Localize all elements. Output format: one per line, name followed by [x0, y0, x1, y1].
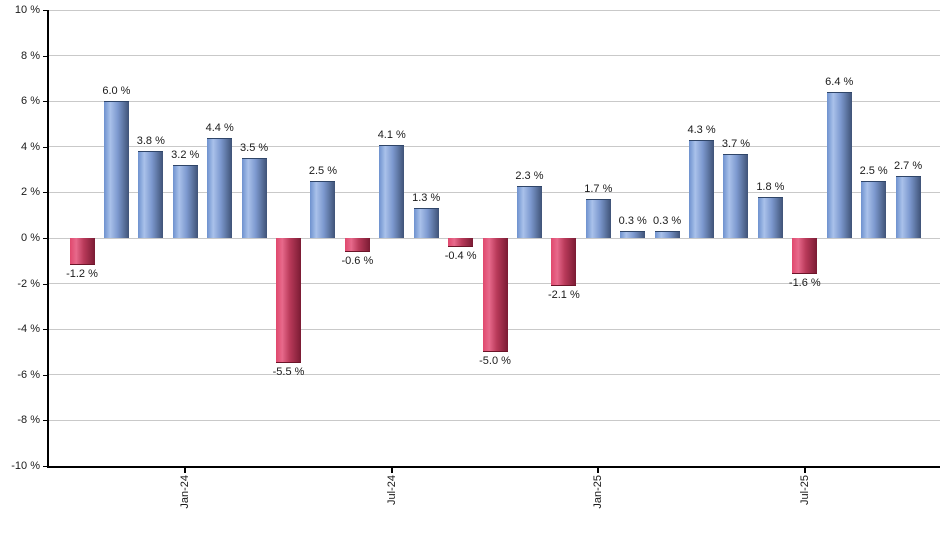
bar-positive [826, 92, 852, 238]
bar-value-label: -5.0 % [479, 355, 511, 367]
bar-value-label: 2.5 % [859, 165, 888, 177]
bar-value-label: -1.6 % [788, 277, 821, 290]
bar-value-label: 3.5 % [240, 142, 269, 155]
gridline [49, 419, 940, 421]
y-tick-label: 8 % [21, 49, 40, 62]
y-axis-tick [43, 10, 49, 11]
bar-value-label: 4.3 % [687, 123, 716, 136]
bar-negative [448, 238, 474, 248]
y-tick-label: -4 % [17, 323, 40, 336]
y-axis-tick [43, 146, 49, 148]
x-axis-tick [597, 466, 600, 473]
bar-negative [344, 238, 370, 252]
bar-negative [792, 238, 818, 275]
bar-positive [861, 181, 887, 238]
y-axis-tick [43, 329, 49, 331]
bar-value-label: -2.1 % [547, 288, 580, 301]
bar-positive [138, 151, 164, 238]
bar-value-label: -0.4 % [444, 250, 477, 263]
bar-positive [310, 181, 336, 238]
bar-value-label: 1.8 % [756, 180, 785, 193]
bar-negative [482, 238, 508, 352]
x-axis-tick [803, 466, 806, 473]
y-axis-tick [43, 420, 49, 422]
bar-positive [207, 137, 233, 238]
bar-positive [895, 176, 921, 238]
bar-value-label: 2.5 % [308, 165, 337, 177]
y-tick-label: 10 % [14, 4, 40, 16]
y-tick-label: 2 % [21, 186, 40, 199]
bar-value-label: 4.1 % [377, 128, 406, 141]
y-tick-label: -2 % [17, 277, 40, 290]
bar-value-label: -0.6 % [341, 254, 374, 267]
bar-positive [103, 101, 129, 238]
bar-value-label: -5.5 % [272, 366, 305, 379]
gridline [49, 55, 940, 57]
bar-value-label: 0.3 % [653, 215, 682, 228]
gridline [49, 146, 940, 148]
bar-positive [620, 231, 646, 238]
bar-positive [723, 153, 749, 238]
bar-positive [241, 158, 267, 238]
y-axis-tick [43, 374, 49, 376]
y-axis-tick [43, 192, 49, 194]
bar-positive [379, 144, 405, 238]
bar-value-label: 1.3 % [412, 192, 441, 205]
bar-value-label: 0.3 % [618, 215, 647, 228]
y-tick-label: 4 % [21, 140, 40, 153]
bar-negative [551, 238, 577, 286]
bar-value-label: 2.7 % [894, 160, 923, 173]
bar-positive [585, 199, 611, 238]
bar-value-label: 4.4 % [205, 121, 234, 134]
x-tick-label: Jul-25 [798, 475, 811, 505]
bar-value-label: 6.0 % [102, 85, 131, 98]
bar-positive [172, 165, 198, 238]
bar-value-label: 3.8 % [136, 135, 165, 148]
bar-value-label: -1.2 % [66, 268, 98, 281]
bar-positive [413, 208, 439, 238]
gridline [49, 191, 940, 193]
y-axis-tick [43, 55, 49, 57]
x-tick-label: Jul-24 [385, 475, 398, 505]
x-tick-label: Jan-25 [592, 475, 605, 509]
y-tick-label: 6 % [21, 95, 40, 108]
x-axis-tick [390, 466, 393, 473]
bar-positive [757, 196, 783, 238]
y-axis-line [47, 10, 49, 468]
y-tick-label: -10 % [11, 460, 40, 472]
bar-value-label: 3.7 % [721, 137, 751, 150]
bar-positive [689, 139, 715, 238]
bar-negative [69, 238, 95, 266]
bar-value-label: 6.4 % [825, 76, 854, 89]
y-axis-tick [43, 101, 49, 103]
bar-negative [276, 238, 302, 364]
gridline [49, 374, 940, 376]
bar-value-label: 2.3 % [515, 169, 544, 182]
x-axis-line [47, 466, 940, 468]
x-tick-label: Jan-24 [179, 475, 192, 509]
y-tick-label: 0 % [21, 232, 40, 244]
x-axis-tick [184, 466, 187, 473]
y-tick-label: -6 % [17, 368, 40, 381]
bar-positive [654, 231, 680, 238]
y-axis-tick [43, 466, 49, 467]
y-axis-tick [43, 238, 49, 239]
y-axis-tick [43, 283, 49, 285]
bar-value-label: 3.2 % [171, 149, 200, 162]
y-tick-label: -8 % [17, 414, 40, 427]
gridline [49, 100, 940, 102]
gridline [49, 9, 940, 11]
bar-value-label: 1.7 % [584, 183, 613, 196]
bar-positive [516, 185, 542, 238]
